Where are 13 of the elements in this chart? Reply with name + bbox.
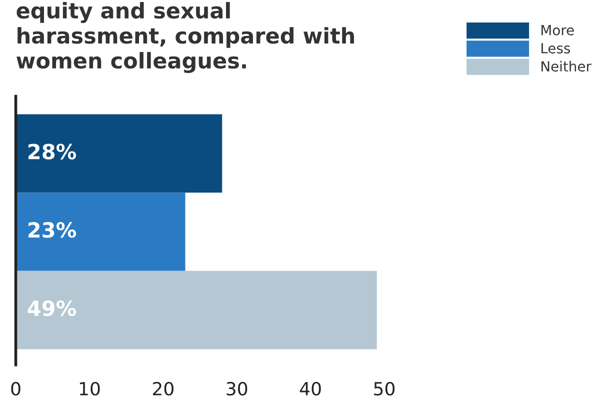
legend-label: More xyxy=(542,25,574,36)
chart-title: equity and sexual harassment, compared with women colleagues. xyxy=(16,2,354,74)
legend-label: Less xyxy=(542,43,570,54)
x-tick-label: 0 xyxy=(11,382,20,396)
x-tick-label: 20 xyxy=(152,382,174,396)
x-tick-label: 30 xyxy=(226,382,248,396)
x-tick-label: 40 xyxy=(300,382,321,396)
x-tick-label: 10 xyxy=(80,382,100,396)
data-label: 49% xyxy=(28,300,76,316)
data-label: 23% xyxy=(28,222,76,238)
data-label: 28% xyxy=(28,144,76,160)
x-tick-label: 50 xyxy=(374,382,395,396)
legend-label: Neither xyxy=(542,60,592,72)
